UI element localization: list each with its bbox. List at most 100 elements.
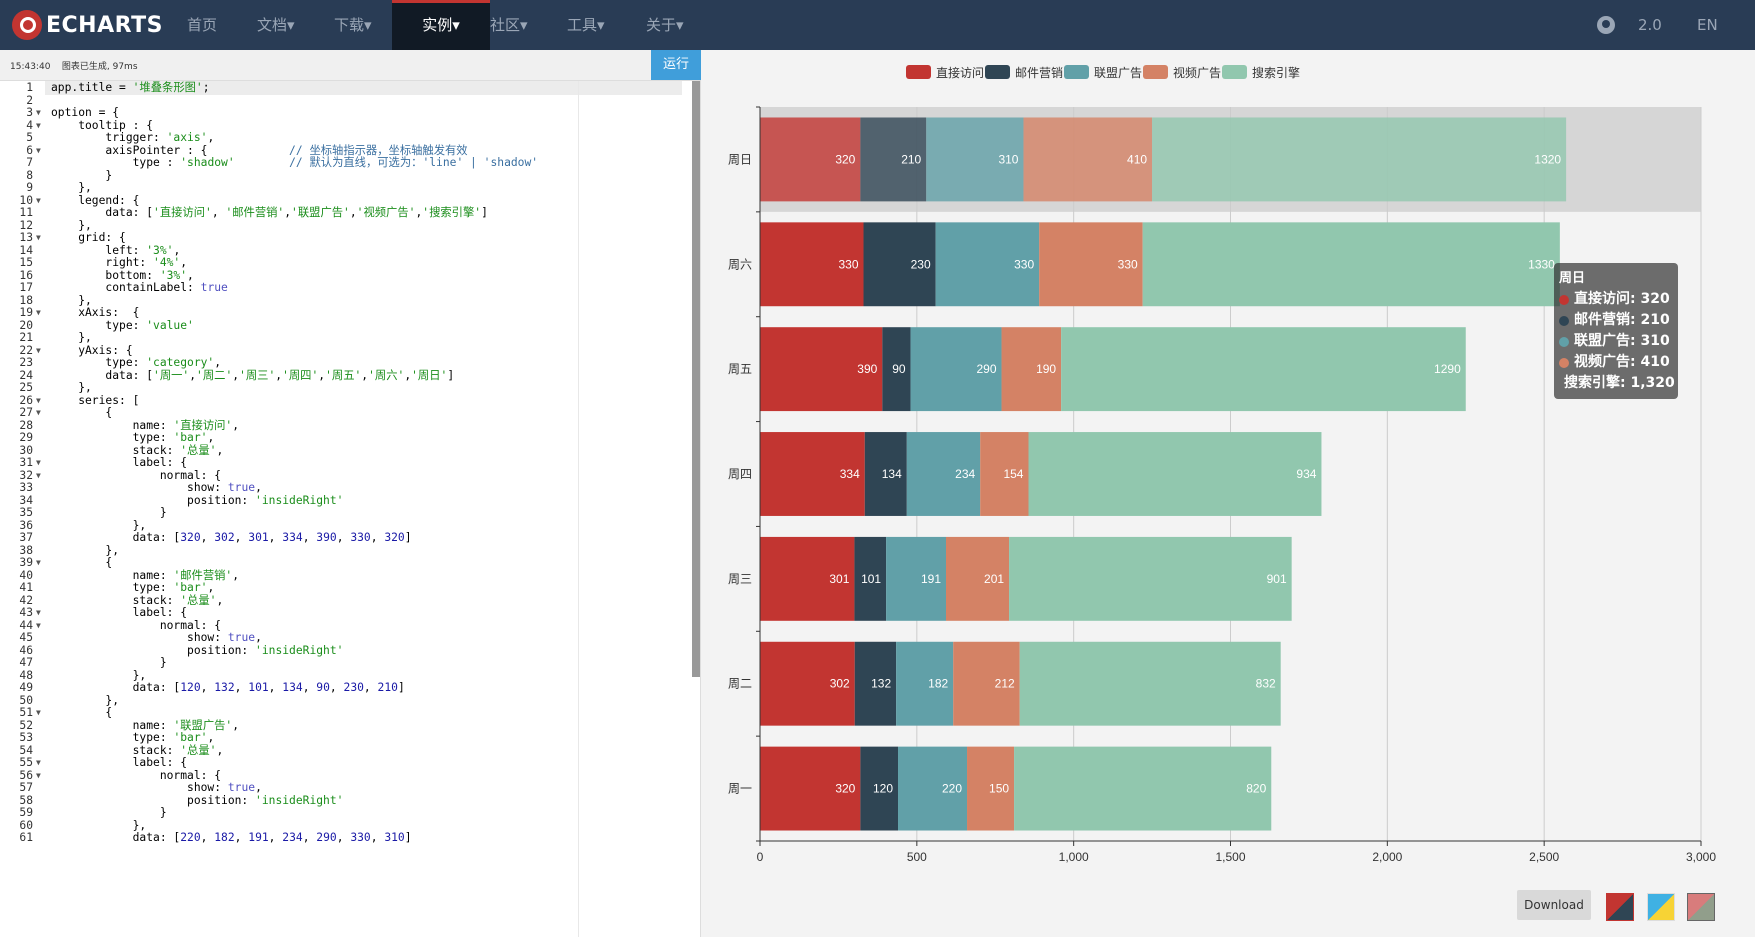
bar-segment <box>896 641 954 726</box>
nav-item-5[interactable]: 工具▾ <box>567 16 605 34</box>
code-text: bottom: '3%', <box>51 268 194 282</box>
theme-light-button[interactable] <box>1647 893 1675 921</box>
bar-segment <box>980 432 1029 516</box>
bar-value-label: 901 <box>1267 572 1287 586</box>
code-text: type: 'bar', <box>51 431 215 444</box>
bar-segment <box>910 327 1002 412</box>
tooltip-title: 周日 <box>1559 271 1586 286</box>
bar-segment <box>1142 222 1560 307</box>
bar-value-label: 320 <box>835 152 855 166</box>
line-number: 24 <box>19 368 33 382</box>
nav-item-0[interactable]: 首页 <box>187 16 218 34</box>
bar-value-label: 290 <box>976 362 996 376</box>
nav-item-6[interactable]: 关于▾ <box>646 16 684 34</box>
fold-toggle-icon[interactable]: ▼ <box>36 345 41 355</box>
nav-item-2[interactable]: 下载▾ <box>334 16 372 34</box>
tooltip-row: 邮件营销: 210 <box>1559 310 1673 331</box>
line-number: 58 <box>19 793 33 807</box>
line-number: 53 <box>19 731 33 744</box>
download-button[interactable]: Download <box>1517 890 1591 920</box>
fold-toggle-icon[interactable]: ▼ <box>36 620 41 630</box>
legend-item[interactable]: 直接访问 <box>906 65 984 80</box>
editor-scrollbar[interactable] <box>692 81 700 677</box>
theme-default-button[interactable] <box>1606 893 1634 921</box>
bar-segment <box>760 536 855 621</box>
bar-segment <box>760 327 883 412</box>
legend-swatch <box>1143 65 1168 79</box>
language-switch[interactable]: EN <box>1697 16 1718 34</box>
fold-toggle-icon[interactable]: ▼ <box>36 770 41 780</box>
code-text: containLabel: true <box>51 281 228 294</box>
x-tick-label: 2,000 <box>1372 850 1402 864</box>
nav-item-4[interactable]: 社区▾ <box>490 16 528 34</box>
code-text: position: 'insideRight' <box>51 643 344 657</box>
legend-item[interactable]: 视频广告 <box>1143 65 1221 80</box>
line-number: 22 <box>19 343 33 357</box>
bar-segment <box>1039 222 1143 307</box>
code-text: label: { <box>51 756 188 769</box>
line-number: 44 <box>19 618 33 632</box>
fold-toggle-icon[interactable]: ▼ <box>36 470 41 480</box>
legend-item[interactable]: 搜索引擎 <box>1222 65 1300 80</box>
bar-value-label: 150 <box>989 782 1009 796</box>
y-tick-label: 周六 <box>728 257 752 271</box>
x-tick-label: 0 <box>757 850 764 864</box>
code-area[interactable]: 1 app.title = '堆叠条形图'; 2 3 ▼ option = {4 ▼ too… <box>0 81 700 937</box>
code-text: }, <box>51 543 120 557</box>
fold-toggle-icon[interactable]: ▼ <box>36 145 41 155</box>
fold-toggle-icon[interactable]: ▼ <box>36 558 41 567</box>
github-icon[interactable] <box>1597 16 1615 34</box>
line-number: 6 <box>26 143 33 157</box>
fold-toggle-icon[interactable]: ▼ <box>36 195 41 205</box>
line-number: 14 <box>19 243 33 257</box>
line-number: 9 <box>26 181 33 194</box>
code-text: name: '直接访问', <box>51 418 240 432</box>
bar-segment <box>860 117 927 202</box>
line-number: 27 <box>19 406 33 419</box>
fold-toggle-icon[interactable]: ▼ <box>36 708 41 717</box>
fold-toggle-icon[interactable]: ▼ <box>36 408 41 417</box>
fold-toggle-icon[interactable]: ▼ <box>36 308 41 317</box>
bar-value-label: 820 <box>1246 782 1266 796</box>
code-text: normal: { <box>51 768 222 782</box>
fold-toggle-icon[interactable]: ▼ <box>36 395 41 405</box>
fold-toggle-icon[interactable]: ▼ <box>36 458 41 467</box>
line-number: 35 <box>19 506 33 519</box>
fold-toggle-icon[interactable]: ▼ <box>36 608 41 617</box>
fold-toggle-icon[interactable]: ▼ <box>36 120 41 130</box>
y-tick-label: 周日 <box>728 152 752 166</box>
code-text: }, <box>51 818 147 832</box>
legend-item[interactable]: 联盟广告 <box>1064 65 1142 80</box>
theme-dark-button[interactable] <box>1687 893 1715 921</box>
code-text: yAxis: { <box>51 343 133 357</box>
nav-item-1[interactable]: 文档▾ <box>257 16 295 34</box>
legend-item[interactable]: 邮件营销 <box>985 65 1063 80</box>
bar-segment <box>1001 327 1062 412</box>
bar-value-label: 210 <box>901 152 921 166</box>
bar-segment <box>1009 536 1292 621</box>
run-button[interactable]: 运行 <box>651 50 701 80</box>
bar-segment <box>760 117 861 202</box>
code-text: option = { <box>51 106 120 119</box>
bar-segment <box>886 536 947 621</box>
bar-segment <box>946 536 1010 621</box>
fold-toggle-icon[interactable]: ▼ <box>36 108 41 117</box>
version-link[interactable]: 2.0 <box>1638 16 1662 34</box>
bar-value-label: 390 <box>857 362 877 376</box>
code-text: type: 'category', <box>51 356 222 369</box>
bar-segment <box>1028 432 1322 516</box>
code-text: stack: '总量', <box>51 593 224 607</box>
bar-value-label: 310 <box>998 152 1018 166</box>
code-text: app.title = '堆叠条形图'; <box>51 81 210 94</box>
code-text: trigger: 'axis', <box>51 131 215 144</box>
fold-toggle-icon[interactable]: ▼ <box>36 758 41 767</box>
nav-item-3[interactable]: 实例▾ <box>392 0 490 50</box>
echarts-logo[interactable]: ECHARTS <box>12 9 163 41</box>
line-number: 50 <box>19 693 33 707</box>
line-number: 23 <box>19 356 33 369</box>
code-text: label: { <box>51 456 188 469</box>
line-number: 57 <box>19 781 33 794</box>
fold-toggle-icon[interactable]: ▼ <box>36 233 41 242</box>
stacked-bar-chart[interactable]: 320 120 220 150 820 周一 302 132 182 212 832 周二 301 101… <box>701 50 1755 937</box>
code-text: grid: { <box>51 231 126 244</box>
